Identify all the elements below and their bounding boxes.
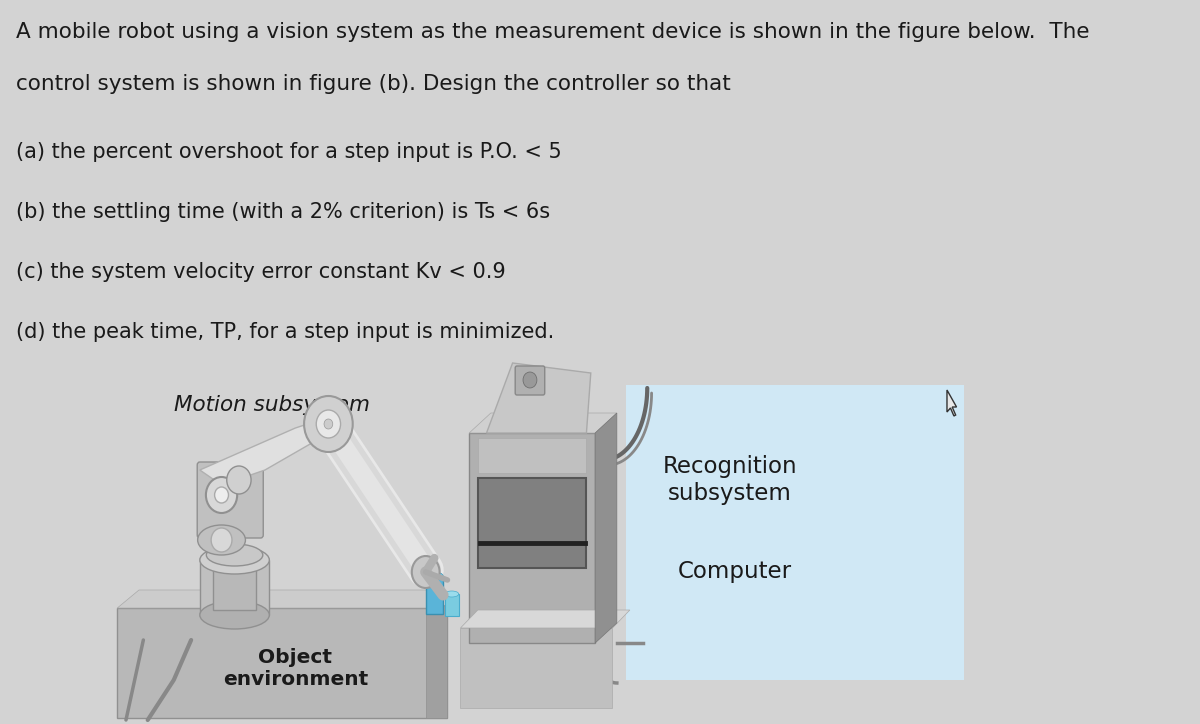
- FancyBboxPatch shape: [426, 576, 443, 614]
- Ellipse shape: [426, 572, 443, 580]
- Text: (c) the system velocity error constant Kv < 0.9: (c) the system velocity error constant K…: [16, 262, 505, 282]
- Text: (b) the settling time (with a 2% criterion) is Ts < 6s: (b) the settling time (with a 2% criteri…: [16, 202, 550, 222]
- Circle shape: [324, 419, 332, 429]
- Ellipse shape: [198, 525, 246, 555]
- FancyBboxPatch shape: [461, 628, 612, 708]
- Text: (a) the percent overshoot for a step input is P.O. < 5: (a) the percent overshoot for a step inp…: [16, 142, 562, 162]
- Text: Computer: Computer: [678, 560, 792, 583]
- Circle shape: [523, 372, 536, 388]
- FancyBboxPatch shape: [118, 608, 448, 718]
- FancyBboxPatch shape: [197, 462, 263, 538]
- Polygon shape: [461, 610, 630, 628]
- Circle shape: [215, 487, 228, 503]
- FancyBboxPatch shape: [469, 433, 595, 643]
- Polygon shape: [486, 363, 590, 433]
- FancyBboxPatch shape: [478, 478, 587, 568]
- Ellipse shape: [200, 601, 269, 629]
- Text: (d) the peak time, TP, for a step input is minimized.: (d) the peak time, TP, for a step input …: [16, 322, 554, 342]
- Polygon shape: [595, 413, 617, 643]
- Circle shape: [412, 556, 439, 588]
- Polygon shape: [426, 590, 448, 718]
- Circle shape: [317, 410, 341, 438]
- Ellipse shape: [200, 546, 269, 574]
- Text: Object
environment: Object environment: [223, 648, 368, 689]
- Text: Motion subsystem: Motion subsystem: [174, 395, 370, 415]
- Ellipse shape: [206, 544, 263, 566]
- Polygon shape: [469, 413, 617, 433]
- FancyBboxPatch shape: [625, 385, 965, 680]
- Circle shape: [206, 477, 238, 513]
- FancyBboxPatch shape: [478, 438, 587, 473]
- Polygon shape: [200, 418, 335, 485]
- Polygon shape: [947, 390, 956, 416]
- Circle shape: [227, 466, 251, 494]
- Text: control system is shown in figure (b). Design the controller so that: control system is shown in figure (b). D…: [16, 74, 731, 94]
- Text: Recognition
subsystem: Recognition subsystem: [662, 455, 797, 505]
- Polygon shape: [118, 590, 448, 608]
- FancyBboxPatch shape: [445, 594, 458, 616]
- FancyBboxPatch shape: [212, 555, 257, 610]
- Text: A mobile robot using a vision system as the measurement device is shown in the f: A mobile robot using a vision system as …: [16, 22, 1090, 42]
- Circle shape: [211, 528, 232, 552]
- Circle shape: [304, 396, 353, 452]
- FancyBboxPatch shape: [515, 366, 545, 395]
- Ellipse shape: [445, 591, 458, 597]
- FancyBboxPatch shape: [200, 560, 269, 615]
